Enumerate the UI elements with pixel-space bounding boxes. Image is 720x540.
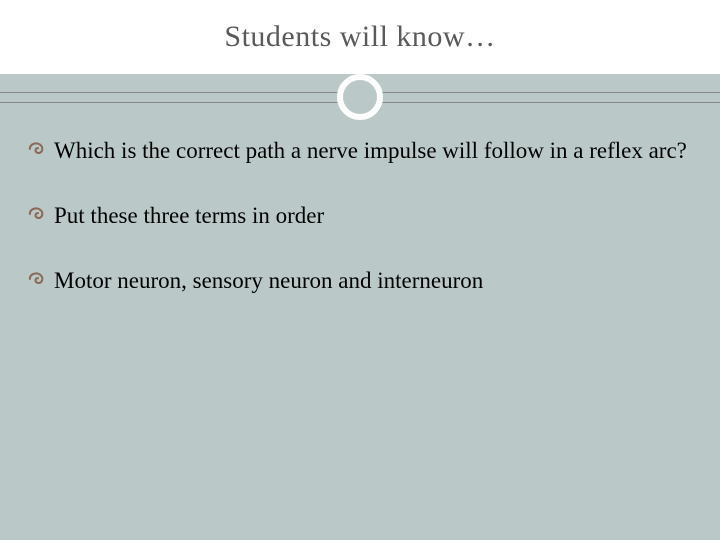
bullet-text: Which is the correct path a nerve impuls…	[54, 138, 687, 163]
list-item: Motor neuron, sensory neuron and interne…	[28, 265, 688, 296]
bullet-swirl-icon	[28, 204, 50, 224]
bullet-text: Put these three terms in order	[54, 203, 324, 228]
slide-title: Students will know…	[224, 20, 495, 54]
title-band: Students will know…	[0, 0, 720, 74]
list-item: Which is the correct path a nerve impuls…	[28, 135, 688, 166]
bullet-text: Motor neuron, sensory neuron and interne…	[54, 268, 483, 293]
bullet-swirl-icon	[28, 269, 50, 289]
circle-ornament-icon	[337, 74, 383, 120]
bullet-swirl-icon	[28, 139, 50, 159]
list-item: Put these three terms in order	[28, 200, 688, 231]
slide: Students will know… Which is the correct…	[0, 0, 720, 540]
content-area: Which is the correct path a nerve impuls…	[28, 135, 688, 330]
